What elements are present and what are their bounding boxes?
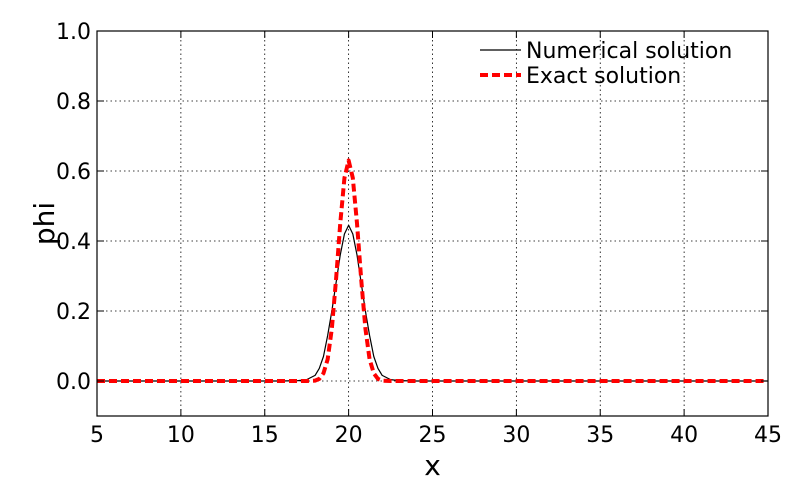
series-line-numerical	[97, 224, 768, 382]
y-tick-label: 0.6	[56, 160, 91, 185]
y-tick-label: 0.0	[56, 370, 91, 395]
x-tick-label: 40	[670, 423, 698, 448]
x-tick-label: 35	[586, 423, 614, 448]
y-tick-label: 1.0	[56, 20, 91, 45]
x-tick-label: 45	[754, 423, 782, 448]
legend-label: Numerical solution	[526, 39, 732, 64]
x-tick-label: 15	[251, 423, 279, 448]
x-tick-label: 25	[419, 423, 447, 448]
x-tick-label: 10	[167, 423, 195, 448]
x-tick-label: 5	[90, 423, 104, 448]
legend-label: Exact solution	[526, 64, 681, 89]
ticks: 5 10 15 20 25 30 35 40 45 0.0 0.2 0.4 0.6 0.8 1.0	[56, 20, 782, 448]
y-tick-label: 0.4	[56, 230, 91, 255]
y-axis-label: phi	[28, 202, 61, 245]
series-layer	[97, 158, 768, 383]
x-axis-label: x	[424, 449, 441, 482]
series-line-exact	[97, 158, 768, 383]
x-tick-label: 20	[335, 423, 363, 448]
y-tick-label: 0.2	[56, 300, 91, 325]
x-tick-label: 30	[502, 423, 530, 448]
y-tick-label: 0.8	[56, 90, 91, 115]
